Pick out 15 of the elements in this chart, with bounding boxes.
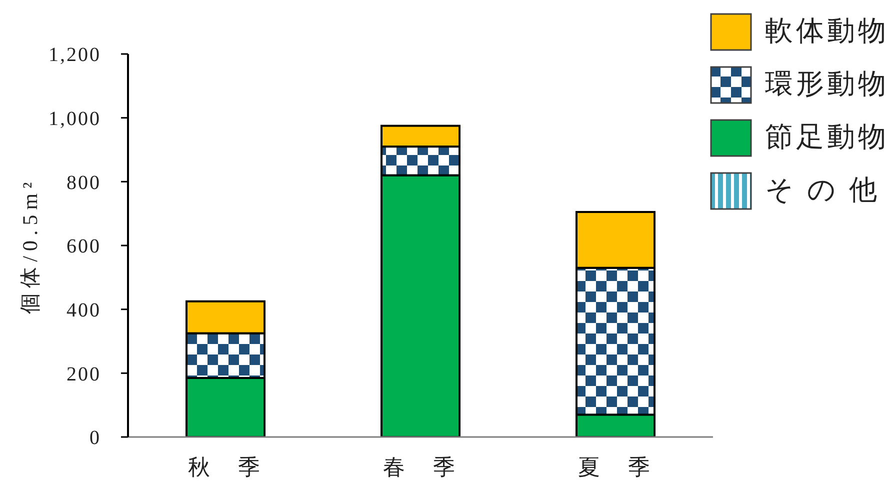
x-tick-label: 春 季 <box>383 454 458 480</box>
y-tick-label: 1,000 <box>48 108 101 130</box>
legend-label: 軟体動物 <box>765 15 889 49</box>
legend-label: 節足動物 <box>765 121 889 155</box>
legend-label: 環形動物 <box>765 68 889 102</box>
y-tick-label: 1,200 <box>48 44 101 66</box>
y-tick-label: 400 <box>66 299 101 322</box>
x-tick-label: 秋 季 <box>188 454 263 480</box>
x-tick-label: 夏 季 <box>578 454 653 480</box>
y-tick-label: 0 <box>90 427 101 450</box>
y-tick-label: 800 <box>66 172 101 194</box>
legend-label: そ の 他 <box>765 174 880 208</box>
y-axis-title: 個体/0.5m² <box>18 177 42 314</box>
y-tick-label: 600 <box>66 236 101 258</box>
y-tick-label: 200 <box>66 363 101 386</box>
